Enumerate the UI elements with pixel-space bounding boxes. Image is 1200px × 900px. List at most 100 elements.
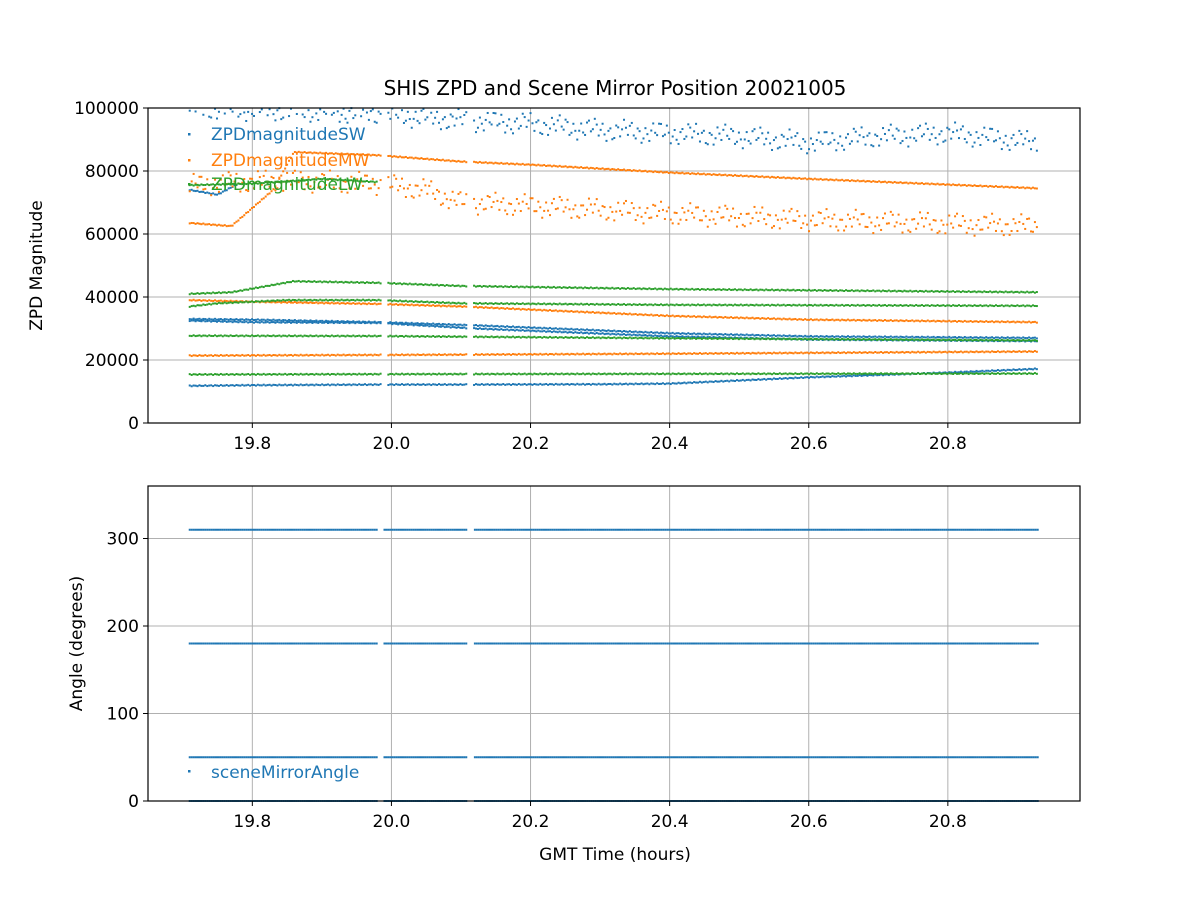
data-point: [989, 222, 992, 225]
data-point: [848, 335, 851, 338]
data-point: [1028, 338, 1031, 341]
data-point: [954, 121, 957, 124]
data-point: [952, 131, 955, 134]
data-point: [1008, 372, 1011, 375]
data-point: [539, 303, 542, 306]
data-point: [249, 384, 252, 387]
data-point: [402, 354, 405, 357]
data-point: [315, 301, 318, 304]
data-point: [741, 147, 744, 150]
data-point: [950, 222, 953, 225]
data-point: [379, 154, 382, 157]
data-point: [648, 373, 651, 376]
data-point: [367, 321, 370, 324]
data-point: [603, 311, 606, 314]
data-point: [251, 300, 254, 303]
data-point: [515, 353, 518, 356]
data-point: [252, 287, 255, 290]
data-point: [389, 117, 392, 120]
data-point: [1026, 337, 1029, 340]
data-point: [527, 326, 530, 329]
data-point: [1004, 321, 1007, 324]
data-point: [821, 372, 824, 375]
data-point: [332, 299, 335, 302]
data-point: [926, 211, 929, 214]
data-point: [909, 338, 912, 341]
data-point: [735, 333, 738, 336]
data-point: [541, 133, 544, 136]
data-point: [796, 352, 799, 355]
data-point: [702, 335, 705, 338]
data-point: [691, 337, 694, 340]
data-point: [371, 321, 374, 324]
data-point: [459, 353, 462, 356]
data-point: [556, 353, 559, 356]
data-point: [258, 321, 261, 324]
data-point: [443, 284, 446, 287]
data-point: [578, 329, 581, 332]
data-point: [558, 353, 561, 356]
data-point: [753, 317, 756, 320]
data-point: [541, 216, 544, 219]
data-point: [979, 184, 982, 187]
data-point: [872, 338, 875, 341]
data-point: [227, 290, 230, 293]
data-point: [572, 383, 575, 386]
data-point: [739, 333, 742, 336]
data-point: [418, 301, 421, 304]
data-point: [741, 378, 744, 381]
data-point: [208, 299, 211, 302]
data-point: [833, 338, 836, 341]
data-point: [356, 302, 359, 305]
data-point: [858, 351, 861, 354]
data-point: [354, 353, 357, 356]
data-point: [362, 298, 365, 301]
data-point: [568, 310, 571, 313]
data-point: [215, 224, 218, 227]
data-point: [393, 335, 396, 338]
data-point: [677, 142, 680, 145]
data-point: [264, 300, 267, 303]
data-point: [619, 330, 622, 333]
data-point: [901, 336, 904, 339]
data-point: [389, 334, 392, 337]
data-point: [1012, 218, 1015, 221]
data-point: [765, 352, 768, 355]
data-point: [215, 373, 218, 376]
data-point: [1030, 148, 1033, 151]
data-point: [1012, 368, 1015, 371]
data-point: [977, 372, 980, 375]
data-point: [591, 382, 594, 385]
data-point: [584, 383, 587, 386]
data-point: [998, 185, 1001, 188]
data-point: [338, 320, 341, 323]
data-point: [948, 372, 951, 375]
data-point: [685, 353, 688, 356]
data-point: [1028, 367, 1031, 370]
data-point: [327, 281, 330, 284]
data-point: [387, 384, 390, 387]
data-point: [325, 334, 328, 337]
data-point: [500, 353, 503, 356]
data-point: [1002, 336, 1005, 339]
data-point: [885, 181, 888, 184]
data-point: [412, 373, 415, 376]
data-point: [498, 328, 501, 331]
data-point: [473, 373, 476, 376]
data-point: [570, 309, 573, 312]
data-point: [401, 300, 404, 303]
data-point: [930, 373, 933, 376]
data-point: [1028, 140, 1031, 143]
data-point: [644, 169, 647, 172]
data-point: [1031, 336, 1034, 339]
data-point: [983, 320, 986, 323]
data-point: [626, 373, 629, 376]
data-point: [552, 164, 555, 167]
data-point: [870, 221, 873, 224]
data-point: [899, 338, 902, 341]
data-point: [648, 353, 651, 356]
data-point: [597, 167, 600, 170]
data-point: [987, 372, 990, 375]
data-point: [476, 327, 479, 330]
data-point: [774, 176, 777, 179]
